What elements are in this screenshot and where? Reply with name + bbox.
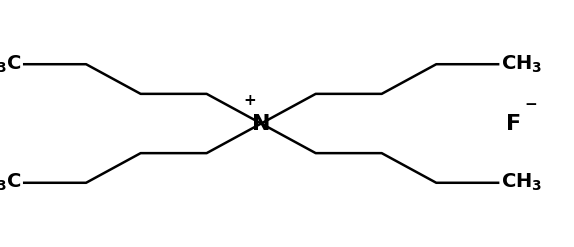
Text: $\mathdefault{CH_3}$: $\mathdefault{CH_3}$	[501, 54, 542, 75]
Text: $\mathdefault{H_3C}$: $\mathdefault{H_3C}$	[0, 172, 22, 193]
Text: $\mathdefault{CH_3}$: $\mathdefault{CH_3}$	[501, 172, 542, 193]
Text: +: +	[243, 93, 256, 107]
Text: N: N	[252, 114, 270, 133]
Text: $\mathdefault{H_3C}$: $\mathdefault{H_3C}$	[0, 54, 22, 75]
Text: −: −	[525, 98, 537, 112]
Text: F: F	[506, 114, 521, 133]
